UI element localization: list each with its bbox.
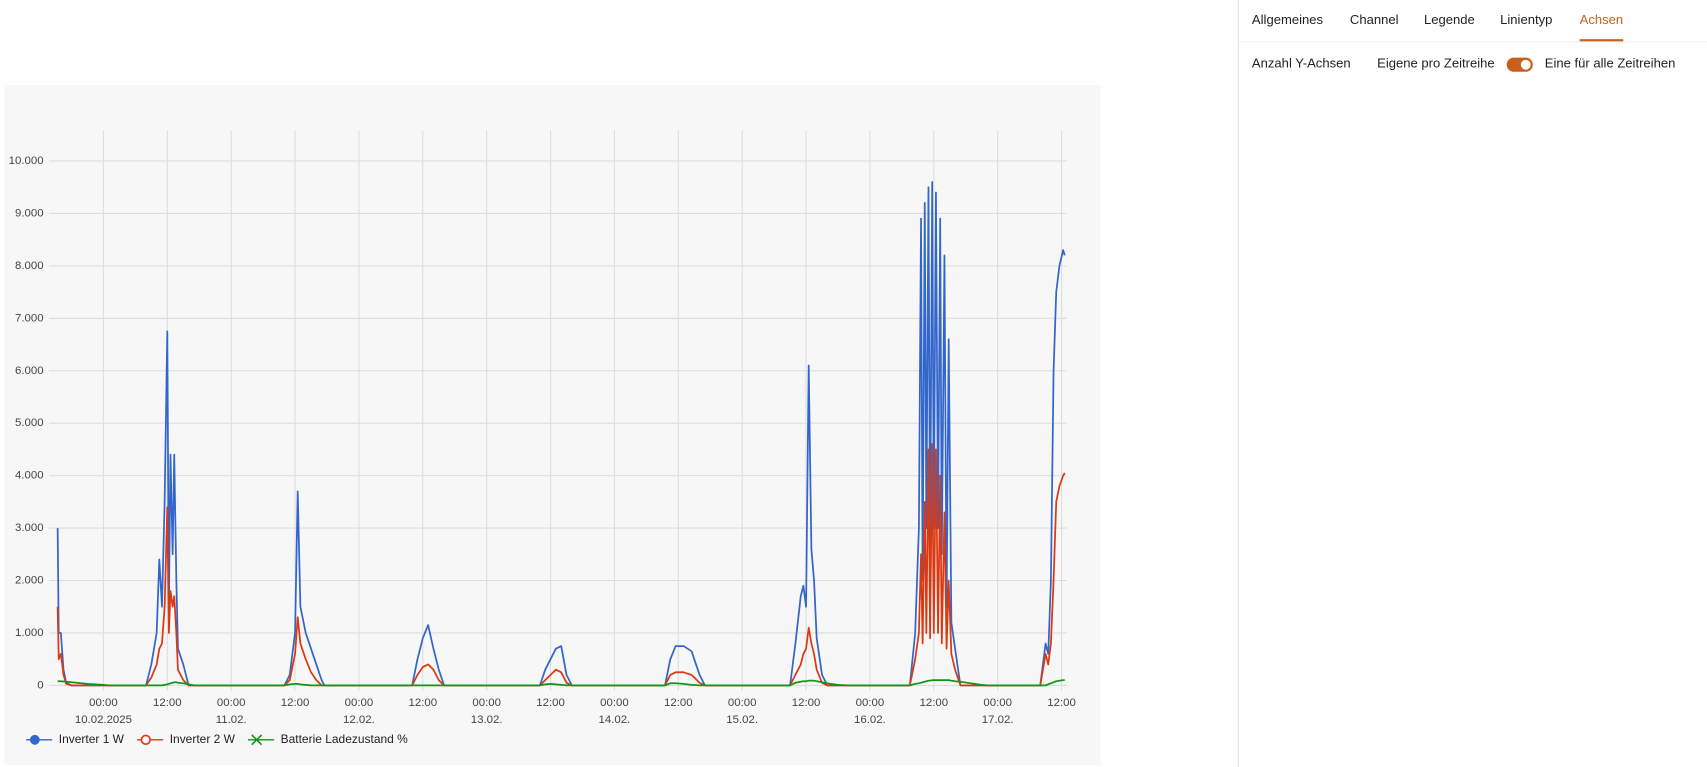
x-tick-date: 12.02. xyxy=(343,714,375,726)
y-tick-label: 8.000 xyxy=(15,260,44,272)
option-label: Eigene pro Zeitreihe xyxy=(1377,56,1495,71)
x-tick-date: 15.02. xyxy=(726,714,758,726)
x-tick-label: 12:00 xyxy=(153,697,182,709)
x-tick-label: 12:00 xyxy=(920,697,949,709)
y-tick-label: 1.000 xyxy=(15,627,44,639)
tab[interactable]: Allgemeines xyxy=(1252,12,1324,27)
y-tick-label: 2.000 xyxy=(15,575,44,587)
x-tick-date: 10.02.2025 xyxy=(75,714,132,726)
series-line xyxy=(56,181,1066,687)
x-tick-label: 00:00 xyxy=(983,697,1012,709)
legend-label: Inverter 1 W xyxy=(59,732,125,746)
legend-marker xyxy=(140,734,151,745)
y-tick-label: 0 xyxy=(37,679,43,691)
legend-item[interactable]: Inverter 2 W xyxy=(137,732,236,746)
x-tick-label: 12:00 xyxy=(664,697,693,709)
y-tick-label: 5.000 xyxy=(15,417,44,429)
setting-label: Anzahl Y-Achsen xyxy=(1252,56,1351,71)
y-tick-label: 7.000 xyxy=(15,312,44,324)
chart: 0 1.000 2.000 3.000 4.000 5.000 6.000 7.000 8.00… xyxy=(9,130,1076,746)
x-tick-date: 11.02. xyxy=(216,714,247,726)
y-tick-label: 9.000 xyxy=(15,207,44,219)
series-line xyxy=(56,443,1066,687)
x-tick-label: 12:00 xyxy=(792,697,821,709)
legend-item[interactable]: Inverter 1 W xyxy=(26,732,125,746)
y-tick-label: 6.000 xyxy=(15,365,44,377)
tab[interactable]: Legende xyxy=(1424,12,1475,27)
toggle-knob[interactable] xyxy=(1520,59,1531,70)
legend-marker xyxy=(29,734,40,745)
chart-background xyxy=(4,84,1101,765)
x-tick-date: 16.02. xyxy=(854,714,886,726)
active-tab-indicator xyxy=(1579,39,1624,42)
x-tick-date: 13.02. xyxy=(471,714,503,726)
x-tick-label: 00:00 xyxy=(217,697,246,709)
series-line xyxy=(57,679,1065,687)
settings-panel: Allgemeines Channel Legende Linientyp Achsen… xyxy=(1252,12,1675,72)
x-tick-label: 00:00 xyxy=(345,697,374,709)
x-tick-date: 14.02. xyxy=(599,714,631,726)
y-tick-label: 10.000 xyxy=(9,155,44,167)
legend-label: Inverter 2 W xyxy=(170,732,236,746)
tab[interactable]: Achsen xyxy=(1580,12,1624,27)
y-tick-label: 4.000 xyxy=(15,470,44,482)
toggle-switch[interactable] xyxy=(1506,57,1533,72)
x-tick-label: 00:00 xyxy=(472,697,501,709)
x-tick-date: 17.02. xyxy=(982,714,1014,726)
x-tick-label: 00:00 xyxy=(600,697,629,709)
x-tick-label: 12:00 xyxy=(409,697,438,709)
x-tick-label: 12:00 xyxy=(536,697,565,709)
x-tick-label: 00:00 xyxy=(856,697,885,709)
option-label: Eine für alle Zeitreihen xyxy=(1545,56,1676,71)
x-tick-label: 00:00 xyxy=(89,697,118,709)
x-tick-label: 12:00 xyxy=(281,697,310,709)
x-tick-label: 12:00 xyxy=(1047,697,1076,709)
tab[interactable]: Linientyp xyxy=(1500,12,1552,27)
y-tick-label: 3.000 xyxy=(15,522,44,534)
legend-label: Batterie Ladezustand % xyxy=(281,732,408,746)
legend-marker xyxy=(251,734,263,746)
legend-item[interactable]: Batterie Ladezustand % xyxy=(247,732,408,746)
tab[interactable]: Channel xyxy=(1350,12,1399,27)
x-tick-label: 00:00 xyxy=(728,697,757,709)
